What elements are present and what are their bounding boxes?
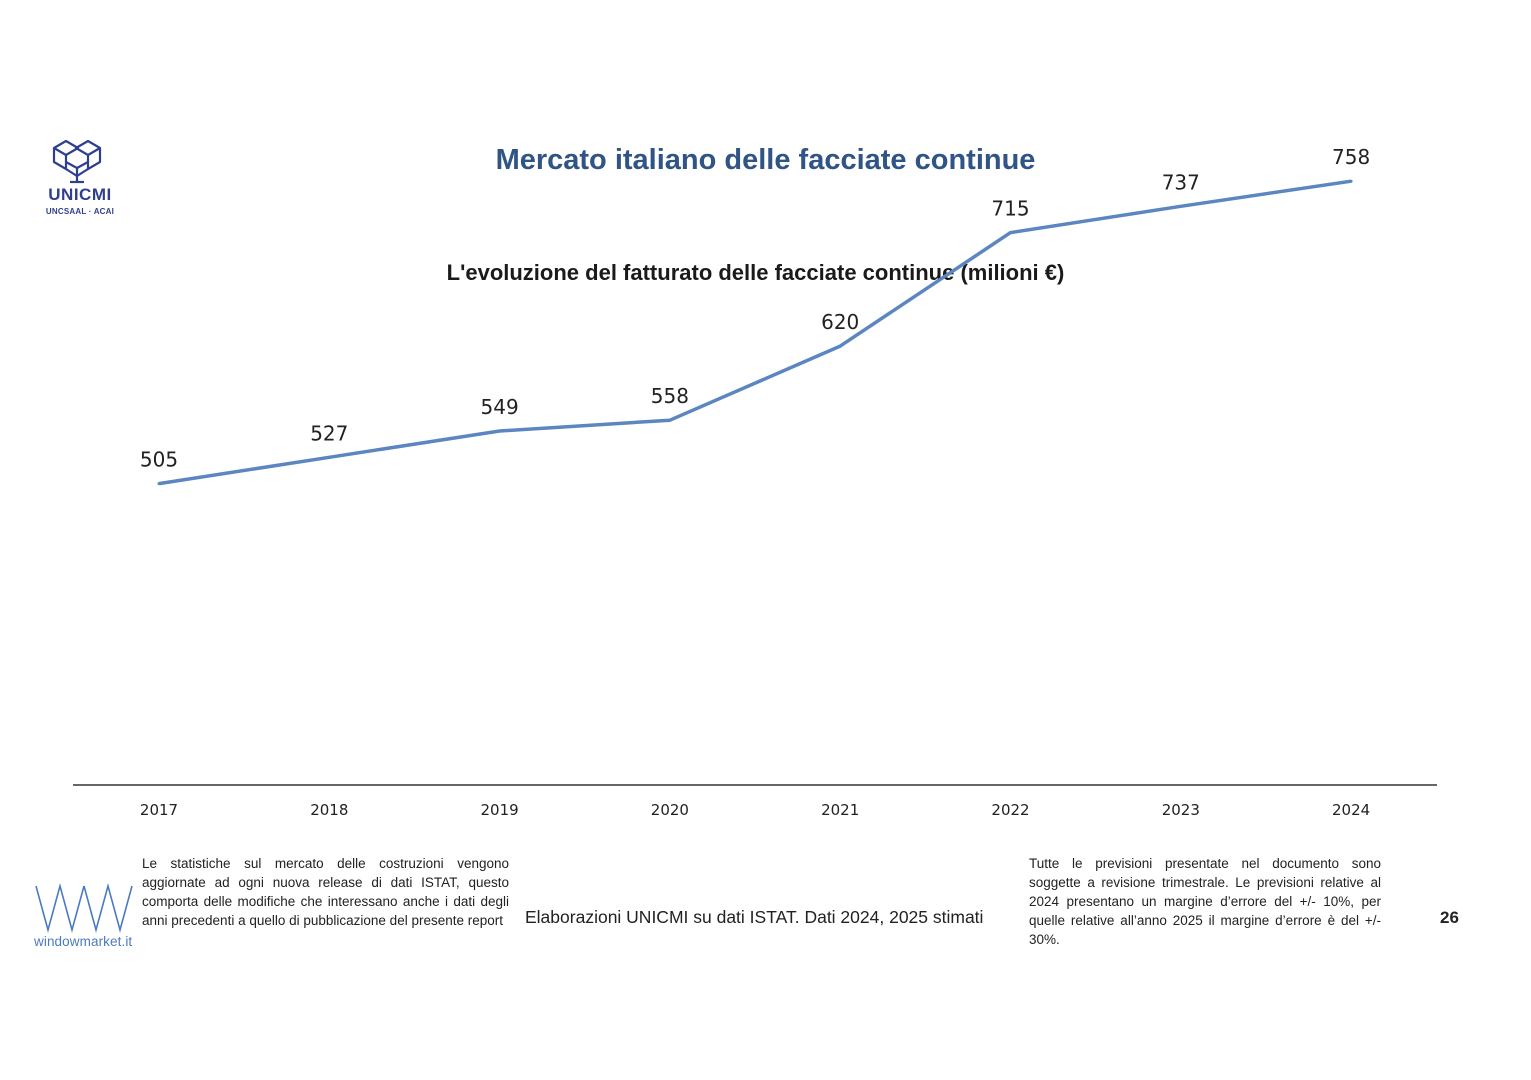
series-line: [158, 179, 1352, 486]
data-point: [157, 482, 161, 486]
x-tick-label: 2019: [481, 801, 519, 819]
data-label: 715: [991, 197, 1029, 221]
data-label: 549: [481, 395, 519, 419]
x-tick-label: 2021: [821, 801, 859, 819]
data-label: 758: [1332, 145, 1370, 169]
data-point: [1349, 179, 1353, 183]
line-chart: 505 2017 527 2018 549 2019 558 2020 620 2021 715 20…: [73, 145, 1437, 819]
x-tick-label: 2023: [1162, 801, 1200, 819]
logo-name: UNICMI: [48, 185, 112, 204]
data-point: [498, 429, 502, 433]
data-label: 527: [310, 421, 348, 445]
data-label: 737: [1162, 170, 1200, 194]
data-label: 620: [821, 310, 859, 334]
data-label: 558: [651, 384, 689, 408]
page-number: 26: [1440, 908, 1459, 927]
x-tick-label: 2018: [310, 801, 348, 819]
data-point: [1009, 231, 1012, 235]
x-tick-label: 2020: [651, 801, 689, 819]
windowmarket-logo: windowmarket.it: [34, 882, 138, 952]
windowmarket-wave-icon: [35, 882, 133, 934]
page-title: Mercato italiano delle facciate continue: [495, 144, 1036, 176]
footnote-left: Le statistiche sul mercato delle costruz…: [142, 856, 509, 928]
x-tick-label: 2017: [140, 801, 178, 819]
source-note: Elaborazioni UNICMI su dati ISTAT. Dati …: [525, 907, 984, 927]
logo-subtitle: UNCSAAL · ACAI: [45, 207, 115, 216]
x-tick-label: 2024: [1332, 801, 1370, 819]
data-point: [327, 455, 331, 459]
data-point: [1179, 204, 1183, 208]
data-label: 505: [140, 448, 178, 472]
data-point: [838, 344, 842, 348]
x-tick-label: 2022: [991, 801, 1029, 819]
data-point: [668, 418, 672, 422]
windowmarket-label: windowmarket.it: [34, 934, 133, 949]
unicmi-logo: UNICMI UNCSAAL · ACAI: [38, 138, 118, 220]
unicmi-logo-mark-icon: [52, 139, 102, 184]
footnote-right: Tutte le previsioni presentate nel docum…: [1029, 856, 1381, 947]
